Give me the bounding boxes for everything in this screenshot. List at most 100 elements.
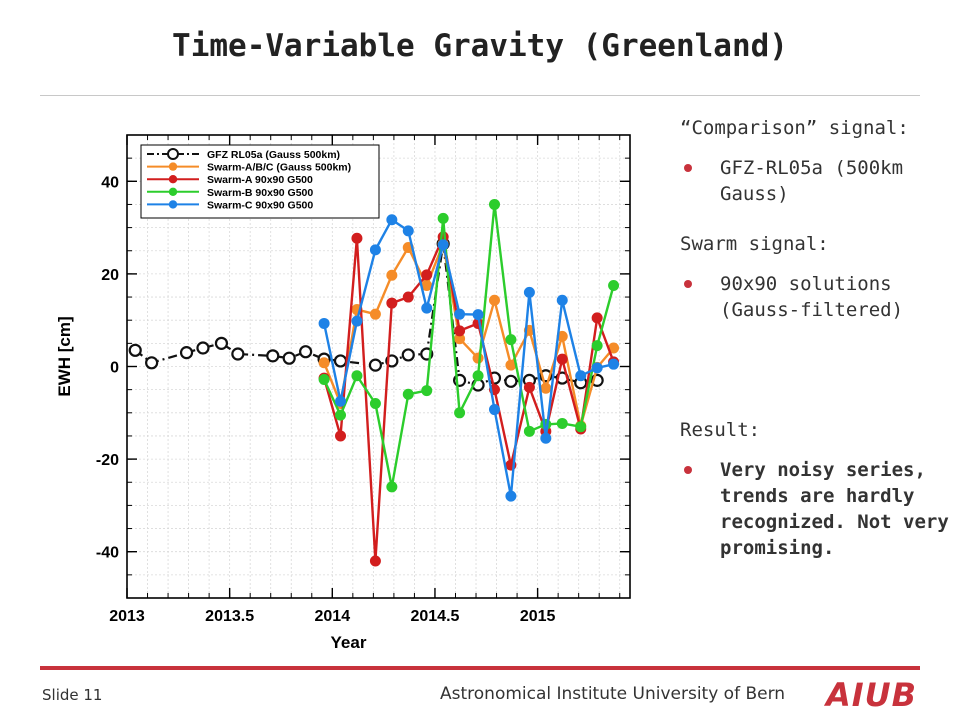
series-0: [128, 237, 604, 392]
comparison-heading: “Comparison” signal:: [680, 117, 909, 139]
data-point: [556, 294, 568, 306]
data-point: [128, 343, 142, 357]
data-point: [556, 417, 568, 429]
data-point: [318, 357, 330, 369]
data-point: [591, 312, 603, 324]
data-point: [454, 325, 466, 337]
data-point: [386, 214, 398, 226]
slide-number: Slide 11: [42, 686, 103, 704]
bullet-dot-icon: [684, 164, 692, 172]
legend-label: Swarm-C 90x90 G500: [207, 199, 313, 211]
data-point: [351, 370, 363, 382]
data-point: [401, 348, 415, 362]
data-point: [368, 358, 383, 372]
data-point: [333, 354, 348, 368]
data-point: [505, 490, 517, 502]
result-bullet: Very noisy series, trends are hardly rec…: [680, 457, 950, 561]
data-point: [504, 374, 518, 388]
x-tick-label: 2014: [315, 608, 351, 625]
data-point: [369, 398, 381, 410]
data-point: [488, 198, 500, 210]
legend-marker: [168, 175, 178, 184]
data-point: [402, 291, 414, 303]
y-tick-label: 20: [101, 267, 119, 284]
x-tick-label: 2014.5: [410, 608, 459, 625]
series-3: [318, 198, 620, 493]
legend-box: [140, 144, 380, 219]
data-point: [575, 421, 587, 433]
legend-marker: [167, 148, 179, 160]
data-point: [488, 404, 500, 416]
data-point: [421, 302, 433, 314]
legend-marker: [168, 162, 178, 171]
data-point: [472, 309, 484, 321]
data-point: [437, 239, 449, 251]
data-point: [402, 388, 414, 400]
data-point: [575, 370, 587, 382]
data-point: [282, 351, 296, 365]
data-point: [386, 481, 398, 493]
y-tick-label: 40: [101, 174, 119, 191]
legend-label: Swarm-A 90x90 G500: [207, 174, 313, 186]
data-point: [351, 315, 363, 327]
data-point: [454, 308, 466, 320]
data-point: [318, 317, 330, 329]
data-point: [231, 347, 245, 361]
text-panel: “Comparison” signal: GFZ-RL05a (500km Ga…: [680, 115, 950, 579]
series-line: [322, 218, 614, 498]
data-point: [591, 362, 603, 374]
y-tick-label: -20: [96, 452, 119, 469]
data-point: [472, 352, 484, 364]
data-point: [608, 358, 620, 370]
data-point: [369, 308, 381, 320]
comparison-bullet: GFZ-RL05a (500km Gauss): [680, 155, 950, 207]
data-point: [505, 334, 517, 346]
legend-label: Swarm-B 90x90 G500: [207, 187, 313, 199]
data-point: [437, 212, 449, 224]
data-point: [179, 346, 194, 360]
data-point: [369, 244, 381, 256]
data-point: [369, 555, 381, 567]
swarm-bullet: 90x90 solutions (Gauss-filtered): [680, 271, 950, 323]
chart-legend: GFZ RL05a (Gauss 500km)Swarm-A/B/C (Gaus…: [140, 144, 380, 219]
data-point: [523, 425, 535, 437]
data-point: [454, 407, 466, 419]
x-tick-label: 2013.5: [205, 608, 254, 625]
legend-label: Swarm-A/B/C (Gauss 500km): [207, 162, 351, 174]
result-heading: Result:: [680, 419, 761, 441]
axis-ticks: [126, 134, 630, 599]
data-point: [591, 340, 603, 352]
data-point: [299, 345, 313, 359]
ewh-time-series-chart: 2013 2013.5 2014 2014.5 2015 -40 -20 0 20 40 Year E…: [55, 134, 631, 652]
data-point: [386, 297, 398, 309]
aiub-logo: AIUB: [826, 676, 918, 714]
legend-label: GFZ RL05a (Gauss 500km): [207, 149, 340, 161]
title-divider: [40, 95, 920, 96]
data-point: [523, 381, 535, 393]
footer-divider: [40, 666, 920, 670]
data-point: [540, 432, 552, 444]
data-point: [196, 341, 210, 355]
data-point: [318, 373, 330, 385]
data-point: [351, 232, 363, 244]
data-point: [266, 349, 280, 363]
x-tick-label: 2015: [520, 608, 556, 625]
institute-name: Astronomical Institute University of Ber…: [440, 684, 786, 704]
series-4: [318, 214, 620, 502]
x-tick-label: 2013: [109, 608, 145, 625]
data-point: [540, 382, 552, 394]
series-line: [322, 235, 615, 563]
data-point: [421, 385, 433, 397]
data-point: [214, 336, 229, 350]
comparison-bullet-text: GFZ-RL05a (500km Gauss): [720, 157, 904, 205]
data-point: [386, 269, 398, 281]
data-point: [608, 279, 620, 291]
data-point: [523, 286, 535, 298]
swarm-heading: Swarm signal:: [680, 233, 829, 255]
data-point: [335, 409, 347, 421]
bullet-dot-icon: [684, 466, 692, 474]
slide-title: Time-Variable Gravity (Greenland): [172, 28, 788, 64]
data-point: [145, 356, 159, 370]
y-axis-label: EWH [cm]: [55, 316, 74, 396]
bullet-dot-icon: [684, 280, 692, 288]
